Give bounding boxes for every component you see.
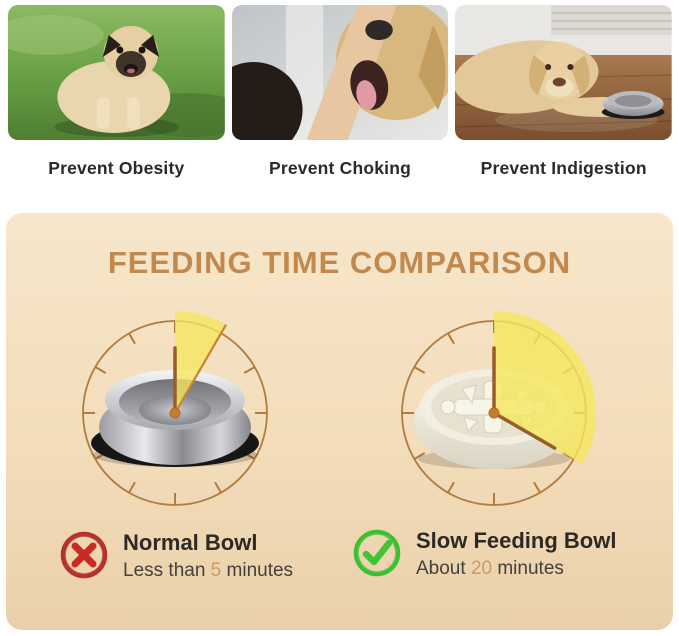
benefit-photos — [8, 5, 673, 140]
caption-prevent-indigestion: Prevent Indigestion — [480, 158, 647, 178]
twenty-minute-wedge — [488, 311, 596, 464]
cross-icon — [60, 531, 108, 579]
slow-feeding-bowl-name: Slow Feeding Bowl — [416, 528, 617, 553]
dog-mouth-check-photo — [231, 5, 449, 140]
slow-feeding-bowl-clock — [401, 311, 596, 506]
tired-dog-photo — [455, 5, 673, 140]
check-icon — [353, 529, 401, 577]
time-value: 20 — [470, 558, 493, 579]
time-value: 5 — [210, 560, 222, 581]
caption-prevent-obesity: Prevent Obesity — [48, 158, 185, 178]
normal-bowl-time: Less than 5 minutes — [123, 560, 293, 582]
photo-mouth-check — [231, 5, 449, 140]
normal-bowl-clock — [82, 311, 268, 506]
five-minute-wedge — [169, 311, 227, 419]
time-suffix: minutes — [492, 558, 564, 579]
photo-dog-with-bowl — [455, 5, 673, 140]
slow-feeding-bowl-verdict: Slow Feeding Bowl About 20 minutes — [351, 527, 616, 580]
normal-bowl-verdict: Normal Bowl Less than 5 minutes — [58, 529, 293, 582]
slow-feeding-bowl-time: About 20 minutes — [416, 558, 616, 580]
panel-title: FEEDING TIME COMPARISON — [107, 245, 572, 280]
caption-prevent-choking: Prevent Choking — [268, 158, 412, 178]
photo-obese-pug — [8, 5, 225, 140]
time-suffix: minutes — [221, 560, 294, 581]
feeding-comparison-panel: FEEDING TIME COMPARISON — [6, 213, 673, 630]
time-prefix: Less than — [123, 560, 211, 581]
normal-bowl-text: Normal Bowl Less than 5 minutes — [123, 529, 293, 582]
time-prefix: About — [416, 558, 471, 579]
benefit-captions: Prevent Obesity Prevent Choking Prevent … — [8, 158, 672, 179]
pug-on-grass-photo — [8, 5, 225, 140]
slow-feeding-bowl-text: Slow Feeding Bowl About 20 minutes — [416, 527, 616, 580]
normal-bowl-name: Normal Bowl — [123, 530, 258, 555]
